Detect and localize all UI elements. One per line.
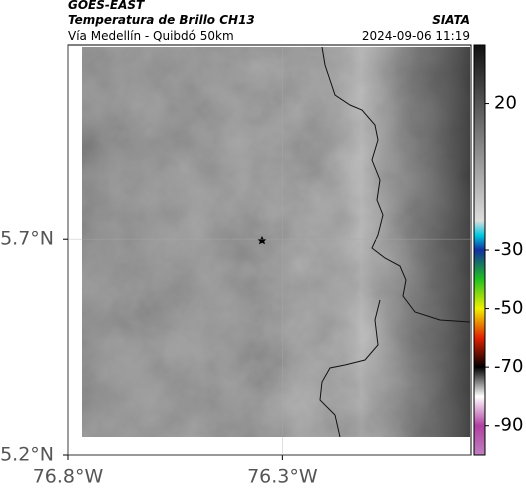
plot-area xyxy=(82,46,471,438)
colorbar-tick-label: -50 xyxy=(494,298,523,319)
timestamp: 2024-09-06 11:19 xyxy=(362,29,470,43)
location-star xyxy=(257,236,267,245)
route: Vía Medellín - Quibdó 50km xyxy=(68,29,234,43)
title: GOES-EAST xyxy=(68,0,145,12)
border xyxy=(319,299,381,438)
colorbar-tick-label: 20 xyxy=(494,93,517,114)
y-tick-label: 5.7°N xyxy=(0,228,54,250)
imagery-shade xyxy=(82,47,470,437)
subtitle: Temperatura de Brillo CH13 xyxy=(68,13,255,27)
x-tick-label: 76.8°W xyxy=(33,466,104,488)
border xyxy=(321,46,471,323)
axes: 76.8°W 76.3°W 5.2°N 5.7°N 20 -30 -50 -70 -90 xyxy=(0,45,523,488)
y-tick-label: 5.2°N xyxy=(0,444,54,466)
colorbar-tick-label: -70 xyxy=(494,356,523,377)
colorbar xyxy=(473,44,486,456)
x-tick-label: 76.3°W xyxy=(247,466,318,488)
source: SIATA xyxy=(432,13,470,27)
colorbar-tick-label: -90 xyxy=(494,415,523,436)
colorbar-tick-label: -30 xyxy=(494,239,523,260)
